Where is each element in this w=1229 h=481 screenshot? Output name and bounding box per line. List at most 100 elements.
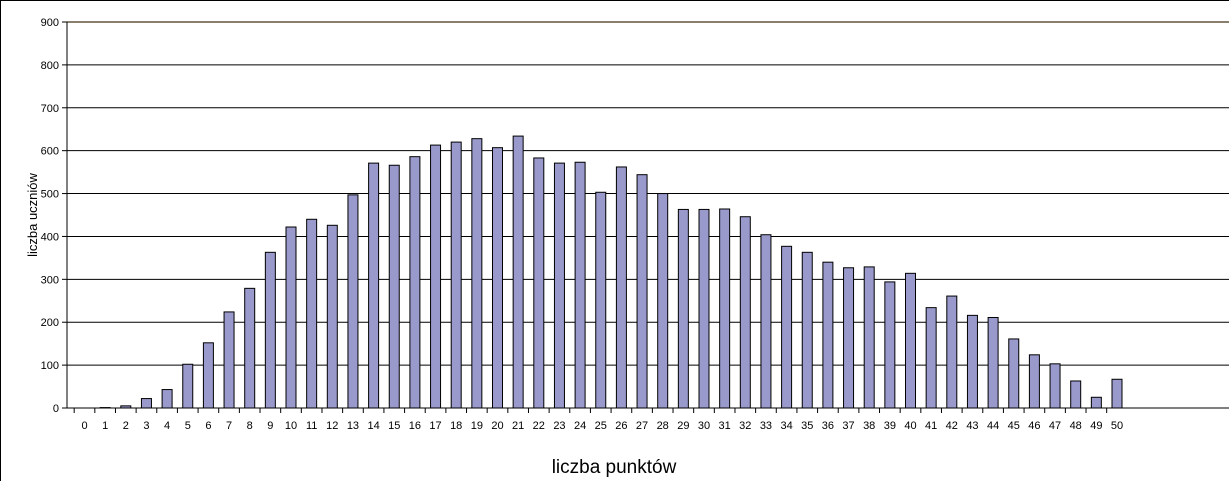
y-tick-label: 400 — [41, 231, 59, 243]
x-tick-label: 30 — [698, 420, 710, 432]
bar — [884, 281, 896, 409]
bar — [202, 342, 214, 409]
bar — [388, 164, 400, 409]
x-tick-label: 7 — [226, 420, 232, 432]
bar — [781, 245, 793, 409]
x-tick-label: 3 — [143, 420, 149, 432]
bar — [471, 138, 483, 409]
x-tick-label: 31 — [719, 420, 731, 432]
x-tick-label: 11 — [306, 420, 317, 432]
bar — [553, 162, 565, 409]
x-tick-label: 37 — [842, 420, 854, 432]
bar — [368, 162, 380, 409]
x-tick-label: 41 — [925, 420, 937, 432]
x-tick-label: 18 — [450, 420, 462, 432]
bar — [140, 398, 152, 409]
bar — [863, 266, 875, 409]
y-axis-ticks: 0 100 200 300 400 500 600 700 800 900 — [41, 17, 67, 415]
x-tick-label: 32 — [739, 420, 751, 432]
x-tick-label: 10 — [285, 420, 297, 432]
bar — [430, 144, 442, 409]
x-tick-label: 50 — [1111, 420, 1123, 432]
bar — [1008, 338, 1020, 409]
x-tick-label: 15 — [388, 420, 400, 432]
bar — [450, 141, 462, 409]
bar — [595, 191, 607, 409]
bar — [1090, 396, 1102, 409]
x-tick-label: 12 — [326, 420, 338, 432]
bar — [1028, 354, 1040, 409]
x-tick-label: 46 — [1028, 420, 1040, 432]
x-tick-label: 22 — [533, 420, 545, 432]
bar — [987, 317, 999, 409]
bar — [574, 161, 586, 409]
y-axis-label: liczba uczniów — [25, 172, 40, 256]
bar — [285, 226, 297, 409]
bar — [326, 224, 338, 409]
x-tick-label: 5 — [185, 420, 191, 432]
bar — [905, 272, 916, 409]
bar — [801, 251, 813, 409]
x-tick-label: 16 — [409, 420, 421, 432]
x-tick-label: 1 — [102, 420, 108, 432]
x-tick-label: 44 — [987, 420, 999, 432]
bar — [946, 295, 958, 409]
x-tick-label: 14 — [367, 420, 379, 432]
x-axis-label: liczba punktów — [552, 457, 677, 478]
bar — [1049, 363, 1061, 409]
y-tick-label: 600 — [41, 146, 59, 158]
x-tick-label: 29 — [677, 420, 689, 432]
x-tick-label: 25 — [595, 420, 607, 432]
bar — [615, 166, 627, 409]
x-tick-label: 47 — [1049, 420, 1061, 432]
x-tick-label: 33 — [760, 420, 772, 432]
x-tick-label: 20 — [491, 420, 503, 432]
x-tick-label: 0 — [81, 420, 87, 432]
x-tick-label: 19 — [471, 420, 483, 432]
x-tick-label: 6 — [205, 420, 211, 432]
x-tick-label: 38 — [863, 420, 875, 432]
x-tick-label: 27 — [636, 420, 648, 432]
x-tick-label: 40 — [904, 420, 916, 432]
x-tick-label: 48 — [1070, 420, 1082, 432]
bar — [264, 251, 276, 409]
x-tick-label: 28 — [657, 420, 669, 432]
bar — [409, 156, 421, 409]
x-tick-label: 45 — [1008, 420, 1020, 432]
x-tick-label: 23 — [553, 420, 565, 432]
bar — [512, 135, 524, 409]
bars — [99, 135, 1123, 409]
bar — [182, 363, 194, 409]
x-tick-label: 26 — [615, 420, 627, 432]
x-tick-label: 42 — [946, 420, 958, 432]
bar — [925, 307, 937, 409]
x-tick-label: 4 — [164, 420, 170, 432]
x-tick-label: 13 — [347, 420, 359, 432]
y-tick-label: 300 — [41, 274, 59, 286]
x-tick-label: 21 — [512, 420, 524, 432]
x-tick-label: 36 — [822, 420, 834, 432]
x-tick-label: 8 — [247, 420, 253, 432]
x-tick-label: 2 — [123, 420, 129, 432]
y-tick-label: 100 — [41, 360, 59, 372]
bar — [223, 311, 235, 409]
bar — [161, 389, 173, 409]
bar — [1070, 380, 1082, 409]
bar — [843, 267, 855, 409]
bar — [347, 194, 359, 409]
bar — [966, 314, 978, 409]
y-tick-label: 700 — [41, 103, 59, 115]
x-tick-label: 34 — [780, 420, 792, 432]
y-tick-label: 200 — [41, 317, 59, 329]
bar — [636, 174, 648, 409]
bar — [760, 234, 772, 409]
x-tick-label: 43 — [966, 420, 978, 432]
y-tick-label: 800 — [41, 60, 59, 72]
bar — [533, 157, 545, 409]
bar — [677, 208, 689, 409]
bar — [1111, 378, 1123, 409]
bar — [822, 261, 834, 409]
y-tick-label: 500 — [41, 189, 59, 201]
